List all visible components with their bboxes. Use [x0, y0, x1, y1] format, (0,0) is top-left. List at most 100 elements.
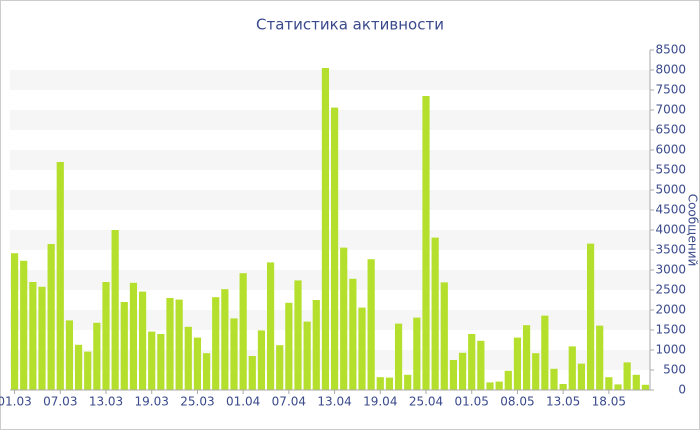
bar	[56, 162, 64, 390]
grid-band	[10, 70, 650, 90]
bar	[175, 299, 183, 390]
bar	[239, 273, 247, 390]
bar	[413, 317, 421, 390]
bar	[486, 382, 494, 390]
bar	[349, 278, 357, 390]
bar	[166, 298, 174, 390]
x-tick-label: 25.04	[409, 395, 443, 409]
bar	[358, 307, 366, 390]
bar	[614, 384, 622, 390]
bar	[303, 321, 311, 390]
bar	[321, 68, 330, 390]
bar	[84, 351, 92, 390]
bar	[532, 353, 540, 390]
bar	[376, 377, 384, 390]
bar	[266, 262, 275, 390]
y-tick-label: 1000	[655, 343, 686, 357]
bar	[550, 368, 558, 390]
x-tick-label: 13.05	[546, 395, 580, 409]
bar	[157, 334, 165, 390]
bar	[468, 334, 476, 390]
bar	[394, 323, 403, 390]
bar	[513, 337, 522, 390]
bar	[422, 96, 430, 390]
x-tick-label: 19.04	[363, 395, 397, 409]
x-tick-label: 01.05	[455, 395, 489, 409]
bar	[596, 325, 604, 390]
bar	[586, 243, 595, 390]
y-tick-label: 4500	[655, 203, 686, 217]
bar	[541, 315, 549, 390]
y-tick-label: 500	[663, 363, 686, 377]
bar	[148, 331, 156, 390]
bar	[184, 326, 192, 390]
y-tick-label: 8000	[655, 63, 686, 77]
bar	[440, 282, 448, 390]
x-tick-label: 01.04	[226, 395, 260, 409]
grid-band	[10, 190, 650, 210]
bar	[248, 356, 256, 390]
bar	[38, 286, 46, 390]
bar	[129, 282, 138, 390]
x-tick-label: 19.03	[135, 395, 169, 409]
bar	[47, 244, 55, 390]
grid-band	[10, 270, 650, 290]
bar	[230, 318, 238, 390]
bar	[632, 374, 640, 390]
grid-band	[10, 110, 650, 130]
x-tick-label: 13.04	[317, 395, 351, 409]
bar	[559, 384, 567, 390]
bar	[65, 320, 74, 390]
y-tick-label: 6000	[655, 143, 686, 157]
bar	[458, 352, 467, 390]
bar	[641, 384, 650, 390]
bar	[10, 253, 19, 390]
y-tick-label: 2000	[655, 303, 686, 317]
bar	[404, 374, 412, 390]
grid-band	[10, 150, 650, 170]
y-tick-label: 3500	[655, 243, 686, 257]
bar	[577, 363, 586, 390]
bar	[367, 259, 375, 390]
bar	[522, 325, 531, 390]
bar	[385, 377, 394, 390]
bar	[93, 322, 101, 390]
bar	[138, 291, 147, 390]
bar	[285, 302, 293, 390]
bar	[605, 377, 613, 390]
bar	[431, 237, 439, 390]
y-tick-label: 7500	[655, 83, 686, 97]
bar	[257, 330, 266, 390]
bar	[330, 107, 339, 390]
y-axis-label: Сообщений	[686, 194, 700, 267]
bar	[202, 353, 211, 390]
chart-title: Статистика активности	[256, 16, 444, 34]
x-tick-label: 01.03	[0, 395, 32, 409]
bar	[29, 282, 37, 390]
y-tick-label: 1500	[655, 323, 686, 337]
bar	[111, 230, 119, 390]
grid-band	[10, 230, 650, 250]
bar	[193, 337, 202, 390]
bar	[312, 300, 320, 390]
x-tick-label: 07.03	[43, 395, 77, 409]
bar	[74, 344, 83, 390]
x-tick-label: 08.05	[500, 395, 534, 409]
bar	[623, 362, 631, 390]
x-tick-label: 25.03	[180, 395, 214, 409]
bar	[495, 381, 503, 390]
bar	[477, 340, 485, 390]
x-tick-label: 18.05	[592, 395, 626, 409]
y-tick-label: 6500	[655, 123, 686, 137]
y-tick-label: 2500	[655, 283, 686, 297]
bar	[504, 370, 512, 390]
y-tick-label: 8500	[655, 43, 686, 57]
x-tick-label: 13.03	[89, 395, 123, 409]
bar	[102, 282, 110, 390]
bar	[449, 360, 458, 390]
x-tick-label: 07.04	[272, 395, 306, 409]
y-tick-label: 5500	[655, 163, 686, 177]
y-tick-label: 7000	[655, 103, 686, 117]
bar	[294, 280, 302, 390]
bar	[340, 247, 348, 390]
